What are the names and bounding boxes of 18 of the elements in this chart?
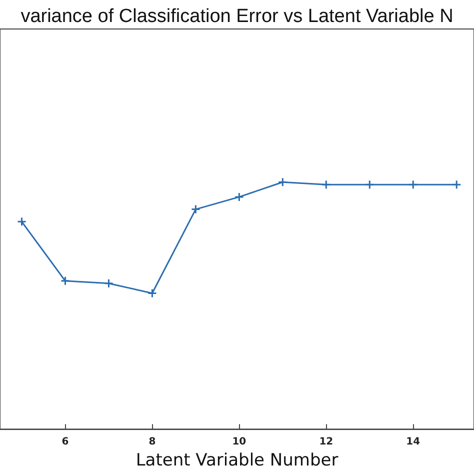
chart-title: variance of Classification Error vs Latent Variable N [20, 6, 454, 27]
point [16, 216, 26, 226]
point [104, 278, 114, 288]
point [364, 180, 374, 190]
point [234, 192, 244, 202]
point [190, 204, 200, 214]
point [147, 288, 157, 298]
point [60, 276, 70, 286]
point [408, 180, 418, 190]
point [452, 180, 462, 190]
x-tick-label: 10 [232, 436, 246, 448]
x-tick-label: 6 [62, 436, 69, 448]
x-tick-label: 12 [319, 436, 334, 448]
x-axis-title: Latent Variable Number [136, 450, 338, 470]
x-tick-label: 14 [406, 436, 420, 448]
x-tick-label: 8 [148, 436, 156, 448]
point [321, 180, 331, 190]
point [278, 177, 288, 187]
